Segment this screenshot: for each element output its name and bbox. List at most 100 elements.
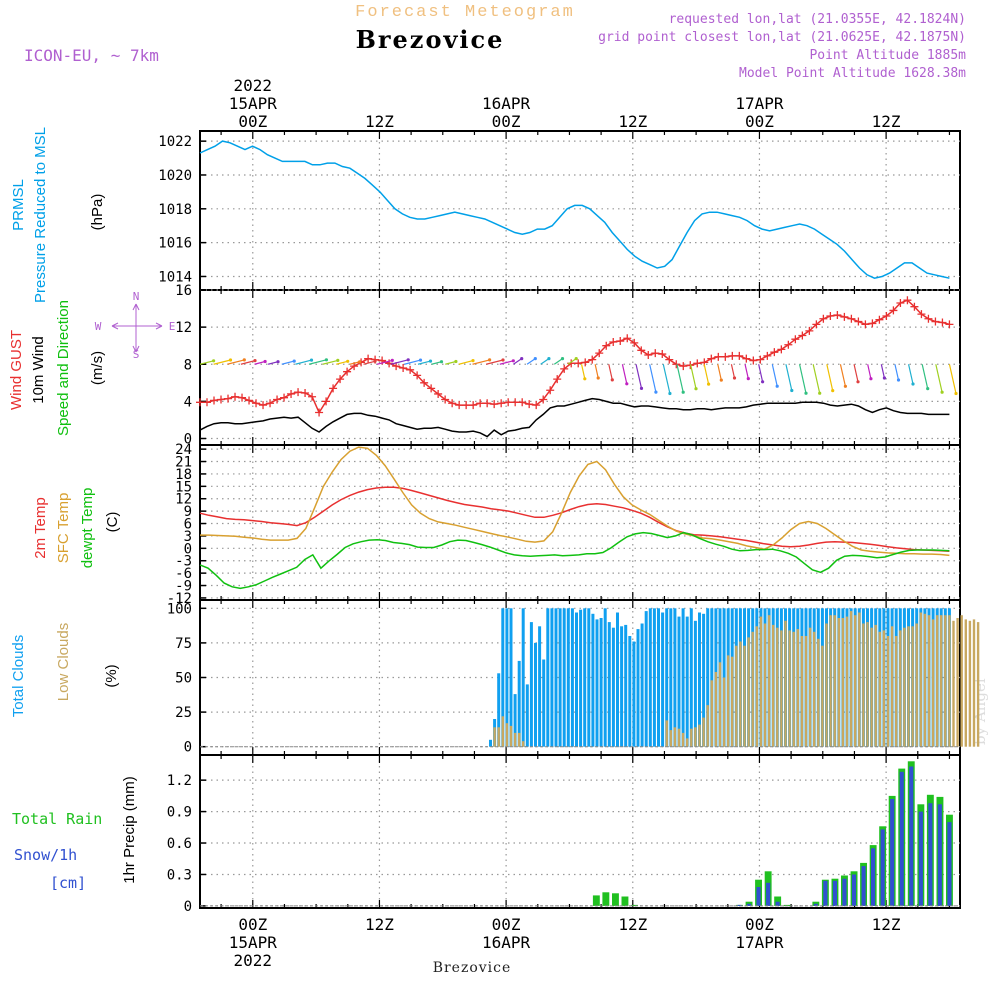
wind-arrow-shaft [445,360,457,365]
wind-arrow-shaft [839,364,846,387]
snow-bar [747,903,752,906]
gust-marker [861,320,870,329]
total-cloud-bar [542,659,546,747]
total-cloud-bar [489,739,492,747]
top-axis-label: 15APR [229,94,278,113]
snow-bar [756,887,761,906]
gust-marker [525,400,534,409]
gust-marker [854,317,863,326]
gust-marker [518,398,527,407]
wind-arrow-shaft [649,364,657,393]
total-cloud-bar [698,612,701,747]
total-cloud-bar [706,608,710,747]
gust-marker [924,314,933,323]
low-cloud-bar [702,717,705,747]
low-cloud-bar [866,622,869,747]
gust-marker [203,398,212,407]
total-cloud-bar [525,684,529,747]
gust-marker [490,400,499,409]
top-axis-label: 00Z [238,112,267,131]
wind-arrow-head [439,360,444,364]
wind-arrow-head [488,358,492,362]
total-cloud-bar [693,620,697,747]
wind-arrow-shaft [798,364,807,394]
y-tick-label: 75 [175,636,192,652]
y-tick-label: -6 [175,566,192,582]
low-cloud-bar [776,627,779,747]
gust-marker [588,355,597,364]
gust-marker [245,396,254,405]
wind-arrow-head [292,359,296,363]
wind-arrow-shaft [608,364,613,381]
low-cloud-bar [706,705,709,747]
gust-marker [364,354,373,363]
total-cloud-bar [628,636,632,747]
total-cloud-bar [616,612,619,747]
total-cloud-bar [529,622,533,747]
top-axis-label: 17APR [735,94,784,113]
low-cloud-bar [874,624,877,747]
total-cloud-bar [677,616,681,747]
bottom-axis-label: 17APR [735,933,784,952]
low-cloud-bar [722,677,726,747]
total-cloud-bar [546,608,550,747]
ylabel-total-clouds: Total Clouds [10,635,27,718]
y-tick-label: 1.2 [167,773,192,789]
wind-arrow-shaft [894,364,900,381]
wind-arrow-head [790,388,794,393]
bottom-axis-label: 00Z [745,915,774,934]
total-cloud-bar [554,608,558,747]
gust-marker [399,363,408,372]
low-cloud-bar [792,631,795,747]
total-cloud-bar [661,612,665,747]
gust-marker [462,401,471,410]
y-tick-label: 1020 [158,168,192,184]
snow-bar [832,880,837,906]
low-cloud-bar [837,618,840,747]
low-cloud-bar [903,627,906,747]
y-tick-label: 100 [167,601,192,617]
gust-marker [574,359,583,368]
low-cloud-bar [854,615,857,747]
rain-bar [631,904,638,906]
gust-marker [938,318,947,327]
gust-marker [469,401,478,410]
low-cloud-bar [911,626,914,747]
y-tick-label: 18 [175,467,192,483]
gust-marker [301,389,310,398]
wind-arrow-shaft [513,358,523,365]
gust-marker [273,395,282,404]
gust-marker [532,401,541,410]
wind-arrow-head [511,359,515,363]
low-cloud-bar [952,620,955,747]
low-cloud-bar [698,724,701,747]
low-cloud-bar [727,655,730,747]
panel-clouds: 0 25 50 75 100 [167,599,980,756]
wind-arrow-shaft [689,364,697,389]
low-cloud-bar [841,618,845,747]
gust-marker [896,298,905,307]
wind-arrow-head [428,359,433,363]
gust-marker [868,319,877,328]
wind-arrow-head [761,380,765,384]
panel-frame [199,130,961,291]
y-tick-label: 0 [184,740,192,756]
wind-arrow-head [471,359,475,363]
total-cloud-bar [611,627,615,747]
total-cloud-bar [607,622,611,747]
ylabel-gust: Wind GUST [8,330,25,410]
gust-marker [434,389,443,398]
low-cloud-bar [755,626,758,747]
low-cloud-bar [944,615,947,747]
snow-bar [861,866,866,906]
low-cloud-bar [870,627,873,747]
wind-arrow-shaft [567,358,577,365]
gust-marker [210,396,219,405]
panel-precip: 0 0.3 0.6 0.9 1.2 [167,754,961,915]
total-cloud-bar [669,608,673,747]
total-cloud-bar [681,608,685,747]
wind-arrow-shaft [267,361,279,365]
y-tick-label: 8 [184,357,192,373]
wind-arrow-head [358,360,362,364]
